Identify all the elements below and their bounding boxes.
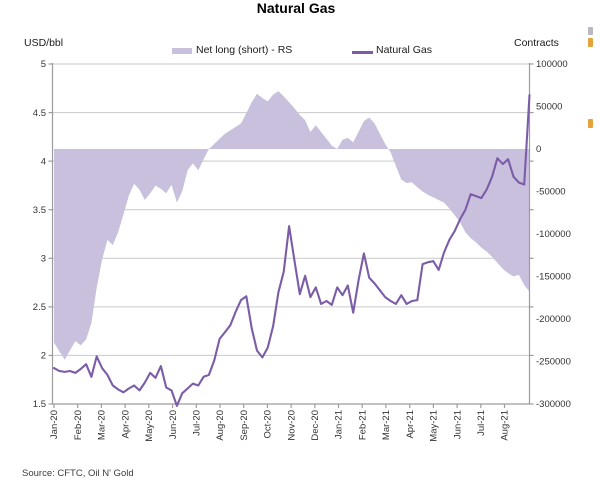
- edge-artifact-icon: [588, 38, 593, 47]
- x-axis-tick-label: Jul-20: [192, 410, 203, 436]
- right-axis-tick-label: -200000: [536, 314, 571, 325]
- legend-label-natural-gas: Natural Gas: [376, 44, 433, 56]
- x-axis-tick-label: Sep-20: [239, 410, 250, 441]
- left-axis-tick-label: 4.5: [33, 108, 46, 119]
- chart-legend: Net long (short) - RS Natural Gas: [0, 43, 592, 59]
- right-axis-title: Contracts: [514, 37, 559, 49]
- right-axis-tick-label: 0: [536, 144, 541, 155]
- line-series-swatch-icon: [352, 51, 373, 54]
- x-axis-tick-label: Jun-21: [452, 410, 463, 439]
- x-axis-tick-label: Aug-21: [500, 410, 511, 441]
- x-axis-tick-label: Oct-20: [263, 410, 274, 439]
- area-series-swatch-icon: [172, 48, 192, 54]
- x-axis-tick-label: Feb-20: [73, 410, 84, 440]
- right-axis-tick-label: -250000: [536, 357, 571, 368]
- right-axis-tick-label: -50000: [536, 187, 566, 198]
- x-axis-tick-label: May-20: [144, 410, 155, 442]
- right-axis-tick-label: -100000: [536, 229, 571, 240]
- natural-gas-line-series: [52, 94, 531, 407]
- x-axis-tick-label: Apr-21: [405, 410, 416, 439]
- x-axis-tick-label: Jan-20: [49, 410, 60, 439]
- left-axis-tick-label: 5: [41, 59, 46, 70]
- left-axis-tick-label: 3: [41, 254, 46, 265]
- right-axis-tick-label: 50000: [536, 102, 562, 113]
- edge-artifact-icon: [588, 27, 593, 35]
- left-axis-tick-label: 4: [41, 156, 46, 167]
- right-axis-tick-label: -150000: [536, 272, 571, 283]
- left-axis-tick-label: 2: [41, 351, 46, 362]
- right-axis-tick-label: -300000: [536, 399, 571, 410]
- legend-label-net-long: Net long (short) - RS: [196, 44, 293, 56]
- x-axis-tick-label: May-21: [429, 410, 440, 442]
- left-axis-title: USD/bbl: [24, 37, 64, 49]
- chart-title: Natural Gas: [256, 0, 336, 16]
- x-axis-tick-label: Mar-21: [381, 410, 392, 440]
- net-long-area-series: [54, 91, 530, 360]
- x-axis-tick-label: Aug-20: [215, 410, 226, 441]
- x-axis-tick-label: Jul-21: [476, 410, 487, 436]
- source-note: Source: CFTC, Oil N' Gold: [22, 468, 134, 479]
- edge-artifact-icon: [588, 119, 593, 128]
- chart-plot-area: 5 4.5 4 3.5 3 2.5 2 1.5 100000 50000 0 -50000 -10000…: [33, 59, 571, 442]
- x-axis-tick-label: Nov-20: [286, 410, 297, 441]
- left-axis-tick-label: 3.5: [33, 205, 46, 216]
- x-axis-tick-label: Feb-21: [357, 410, 368, 440]
- x-axis-tick-label: Apr-20: [120, 410, 131, 439]
- left-axis-tick-label: 1.5: [33, 399, 46, 410]
- x-axis-tick-label: Jun-20: [168, 410, 179, 439]
- x-axis-tick-label: Mar-20: [97, 410, 108, 440]
- left-axis-tick-label: 2.5: [33, 302, 46, 313]
- x-axis-tick-label: Dec-20: [310, 410, 321, 441]
- x-axis-tick-label: Jan-21: [334, 410, 345, 439]
- right-axis-tick-label: 100000: [536, 59, 568, 70]
